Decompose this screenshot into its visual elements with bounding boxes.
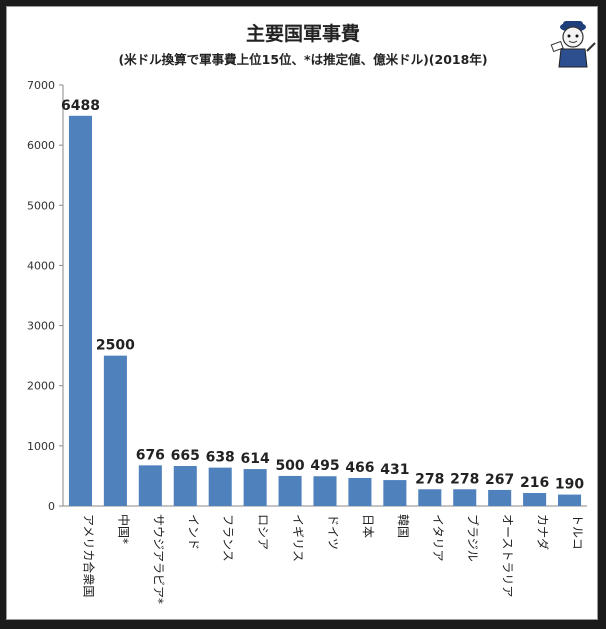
bar	[243, 469, 267, 506]
x-tick-label: イタリア	[431, 514, 445, 562]
bar-chart: 0 1000 2000 3000 4000 5000 6000 7000 6488 アメリカ合衆…	[27, 79, 587, 604]
data-label: 665	[171, 448, 200, 464]
bar	[523, 493, 547, 506]
bar	[418, 489, 442, 506]
bar	[138, 465, 162, 506]
bar	[278, 475, 302, 506]
x-tick-label: フランス	[221, 514, 235, 562]
data-label: 495	[310, 458, 339, 474]
y-tick-label: 7000	[27, 79, 55, 92]
bar	[68, 115, 92, 506]
x-tick-label: 中国*	[116, 514, 131, 544]
y-tick-label: 6000	[27, 139, 55, 152]
data-label: 614	[241, 451, 270, 467]
x-tick-label: ロシア	[256, 514, 270, 550]
bar	[453, 489, 477, 506]
y-tick-label: 1000	[27, 440, 55, 453]
data-label: 638	[206, 450, 235, 466]
x-tick-label: オーストラリア	[501, 514, 515, 597]
bar	[208, 467, 232, 506]
data-label: 190	[555, 477, 584, 493]
y-tick-label: 5000	[27, 199, 55, 212]
bar	[103, 355, 127, 506]
bar	[313, 476, 337, 506]
x-tick-label: ドイツ	[326, 514, 340, 550]
y-tick-label: 2000	[27, 380, 55, 393]
y-tick-label: 3000	[27, 320, 55, 333]
data-label: 216	[520, 475, 549, 491]
x-tick-label: アメリカ合衆国	[81, 514, 96, 597]
bar	[348, 477, 372, 506]
bar	[488, 489, 512, 506]
data-label: 500	[275, 458, 304, 474]
x-tick-label: トルコ	[571, 514, 585, 550]
data-label: 278	[450, 471, 479, 487]
bar	[383, 480, 407, 506]
bar	[558, 494, 582, 506]
x-tick-label: 日本	[361, 514, 375, 538]
y-tick-label: 4000	[27, 259, 55, 272]
data-label: 676	[136, 447, 165, 463]
x-tick-label: サウジアラビア*	[151, 514, 165, 604]
chart-subtitle: (米ドル換算で軍事費上位15位、*は推定値、億米ドル)(2018年)	[118, 52, 488, 67]
data-label: 278	[415, 471, 444, 487]
chart-title: 主要国軍事費	[245, 23, 360, 45]
data-label: 431	[380, 462, 409, 478]
data-label: 466	[345, 460, 374, 476]
x-tick-label: ブラジル	[466, 514, 481, 562]
x-tick-label: カナダ	[536, 514, 551, 550]
data-label: 6488	[61, 98, 100, 114]
x-tick-label: 韓国	[396, 514, 410, 538]
chart-frame: 主要国軍事費 (米ドル換算で軍事費上位15位、*は推定値、億米ドル)(2018年…	[6, 6, 598, 620]
x-tick-label: インド	[186, 514, 200, 550]
data-label: 2500	[96, 338, 135, 354]
bar	[173, 466, 197, 506]
x-tick-label: イギリス	[291, 514, 305, 562]
y-tick-label: 0	[48, 500, 55, 513]
mascot-icon	[550, 21, 596, 68]
data-label: 267	[485, 472, 514, 488]
